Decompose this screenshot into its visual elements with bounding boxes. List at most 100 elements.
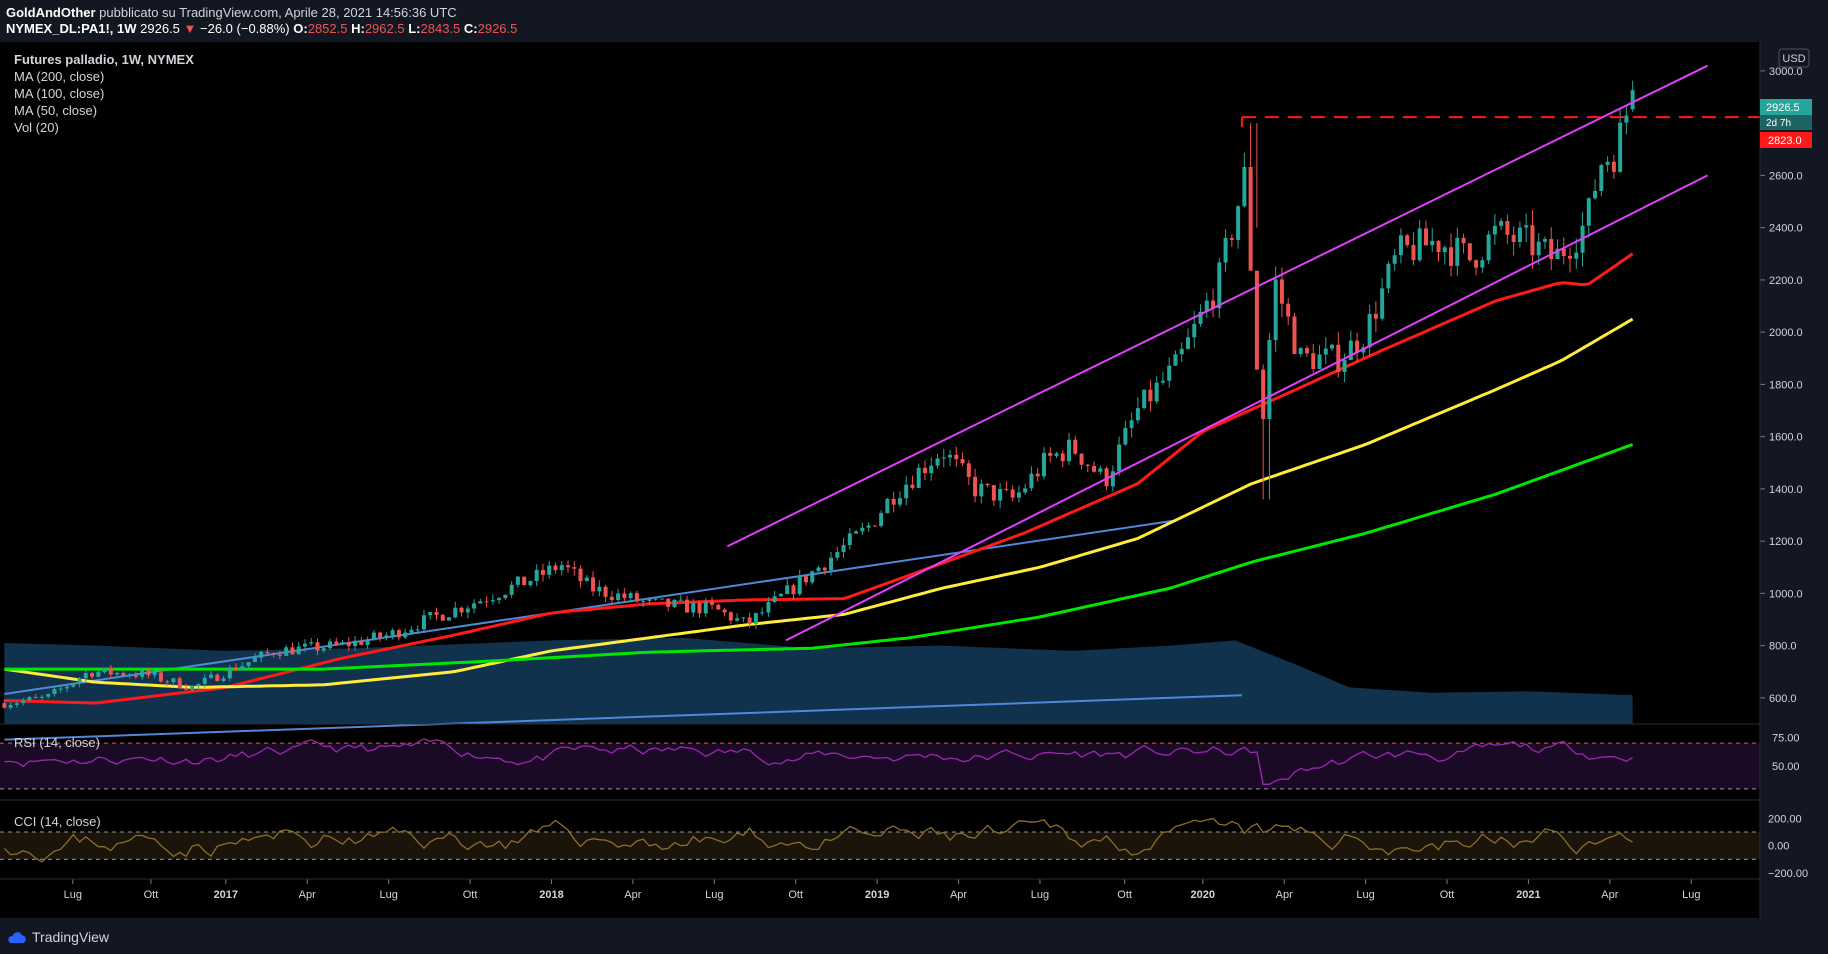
candle-body	[515, 576, 520, 585]
candle-body	[71, 683, 76, 687]
open-value: 2852.5	[307, 21, 348, 36]
candle-body	[1405, 235, 1410, 245]
candle-body	[152, 672, 157, 676]
candle-body	[490, 600, 495, 602]
candle-body	[1229, 237, 1234, 240]
candle-body	[628, 593, 633, 599]
candle-body	[691, 602, 696, 613]
candle-body	[528, 581, 533, 586]
candle-body	[1311, 353, 1316, 369]
legend-ma50[interactable]: MA (50, close)	[14, 103, 98, 118]
candle-body	[158, 672, 163, 682]
time-tick-label: Ott	[788, 889, 803, 901]
price-tick-label: 1400.0	[1769, 484, 1803, 496]
candle-body	[246, 662, 251, 667]
candle-body	[1067, 439, 1072, 462]
last-price-countdown-text: 2d 7h	[1766, 118, 1791, 129]
candle-body	[1016, 492, 1021, 498]
legend-ma100[interactable]: MA (100, close)	[14, 86, 105, 101]
candle-body	[1273, 279, 1278, 341]
candle-body	[1618, 122, 1623, 172]
candle-body	[371, 632, 376, 640]
candle-body	[897, 498, 902, 505]
candle-body	[1517, 227, 1522, 243]
candle-body	[1423, 228, 1428, 246]
tradingview-cloud-icon	[8, 932, 26, 944]
candle-body	[553, 565, 558, 571]
candle-body	[904, 484, 909, 499]
legend-ma200[interactable]: MA (200, close)	[14, 69, 105, 84]
candle-body	[221, 678, 226, 682]
candle-body	[1555, 248, 1560, 260]
resistance-tag	[1760, 132, 1812, 148]
candle-body	[929, 465, 934, 474]
candle-body	[772, 596, 777, 603]
candle-body	[1568, 255, 1573, 259]
candle-body	[1035, 473, 1040, 477]
candle-body	[1198, 311, 1203, 324]
candle-body	[572, 567, 577, 569]
candle-body	[240, 666, 245, 671]
candle-body	[735, 618, 740, 621]
candle-body	[847, 533, 852, 546]
time-tick-label: 2019	[865, 889, 889, 901]
candle-body	[1041, 452, 1046, 477]
cci-band	[0, 832, 1760, 860]
candle-body	[979, 483, 984, 497]
candle-body	[835, 551, 840, 558]
ma-100-line	[4, 317, 1634, 689]
trend-line	[4, 694, 1242, 741]
candle-body	[1098, 468, 1103, 472]
candle-body	[33, 697, 38, 699]
candle-body	[1286, 303, 1291, 317]
time-tick-label: 2017	[214, 889, 238, 901]
candle-body	[597, 586, 602, 592]
candle-body	[403, 632, 408, 638]
candle-body	[1267, 340, 1272, 419]
channel-layer[interactable]	[726, 64, 1709, 642]
close-label: C:	[463, 21, 478, 36]
candle-body	[1398, 235, 1403, 256]
candle-body	[1192, 323, 1197, 338]
down-arrow-icon: ▼	[183, 21, 197, 36]
candle-body	[190, 685, 195, 690]
candle-body	[684, 599, 689, 613]
candle-body	[478, 601, 483, 604]
candle-body	[973, 476, 978, 497]
candle-body	[1492, 225, 1497, 235]
candle-body	[697, 602, 702, 614]
candle-body	[1186, 337, 1191, 349]
candle-body	[998, 488, 1003, 501]
candle-body	[797, 576, 802, 595]
candle-body	[115, 672, 120, 675]
candle-body	[578, 568, 583, 582]
low-label: L:	[408, 21, 421, 36]
candle-body	[328, 641, 333, 649]
candle-body	[1123, 427, 1128, 445]
time-tick-label: Ott	[144, 889, 159, 901]
price-axis-panel	[1760, 42, 1828, 918]
author-name[interactable]: GoldAndOther	[6, 5, 96, 20]
currency-badge[interactable]	[1778, 48, 1810, 68]
candle-body	[64, 686, 69, 689]
candle-body	[1292, 316, 1297, 354]
candle-body	[1336, 344, 1341, 373]
candle-body	[728, 612, 733, 621]
legend-cci[interactable]: CCI (14, close)	[14, 814, 101, 829]
candle-body	[1317, 354, 1322, 369]
time-tick-label: Apr	[1601, 889, 1618, 901]
legend-volume[interactable]: Vol (20)	[14, 120, 59, 135]
resistance-layer[interactable]	[1240, 116, 1760, 128]
candle-body	[353, 640, 358, 647]
candle-body	[1355, 340, 1360, 353]
legend-rsi[interactable]: RSI (14, close)	[14, 735, 100, 750]
candle-body	[1461, 237, 1466, 244]
price-chart[interactable]: 600.0 800.0 1000.0 1200.0 1400.0 1600.0 1800.0…	[0, 42, 1828, 918]
time-tick-label: Lug	[1031, 889, 1049, 901]
candle-body	[171, 678, 176, 683]
candle-body	[1179, 348, 1184, 355]
candle-body	[14, 703, 19, 705]
tradingview-logo[interactable]: TradingView	[6, 929, 109, 945]
candle-body	[1436, 240, 1441, 253]
candle-body	[966, 463, 971, 477]
